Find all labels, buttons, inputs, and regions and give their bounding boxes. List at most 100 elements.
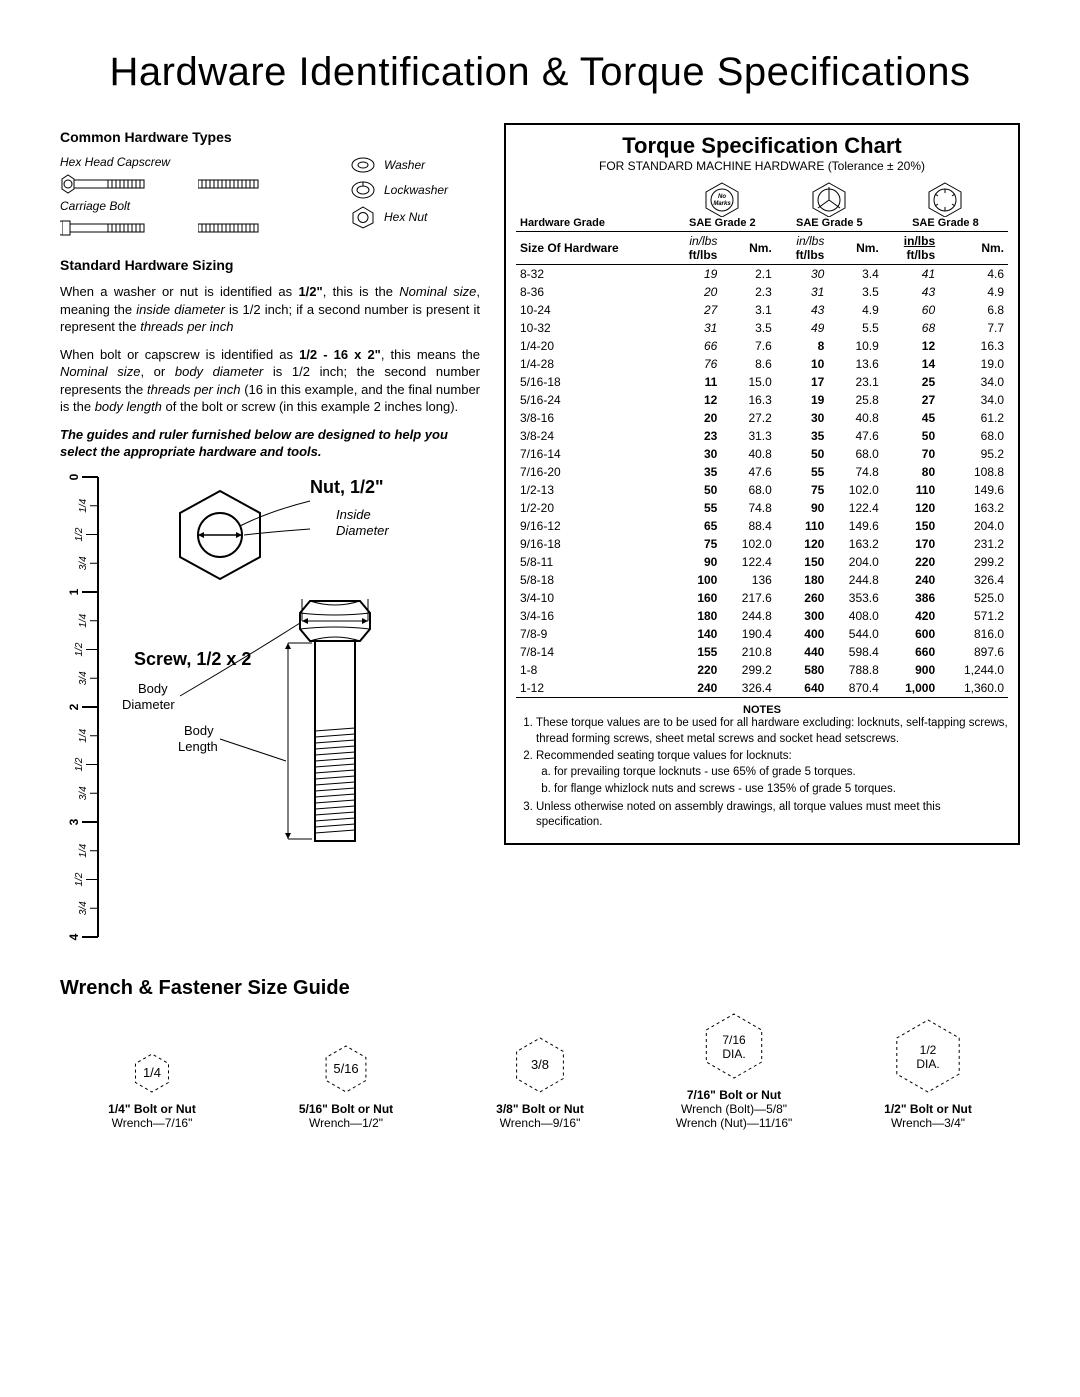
hex-capscrew-icon [60, 173, 190, 195]
torque-title: Torque Specification Chart [516, 133, 1008, 159]
sizing-para-2: When bolt or capscrew is identified as 1… [60, 346, 480, 416]
left-column: Common Hardware Types Hex Head Capscrew [60, 123, 480, 951]
table-row: 8-36202.3313.5434.9 [516, 283, 1008, 301]
hw-grade-label: Hardware Grade [516, 179, 669, 232]
wrench-item: 1/4 1/4" Bolt or Nut Wrench—7/16" [60, 1050, 244, 1130]
torque-chart-box: Torque Specification Chart FOR STANDARD … [504, 123, 1020, 845]
wrench-hex-icon: 1/2DIA. [888, 1016, 968, 1096]
sizing-heading: Standard Hardware Sizing [60, 257, 480, 273]
guide-note: The guides and ruler furnished below are… [60, 426, 480, 461]
table-row: 1/4-28768.61013.61419.0 [516, 355, 1008, 373]
grade8-hex-icon [925, 181, 965, 217]
svg-text:1/2: 1/2 [74, 872, 85, 886]
sizing-para-1: When a washer or nut is identified as 1/… [60, 283, 480, 336]
lockwasher-icon [350, 179, 376, 201]
wrench-hex-icon: 5/16 [319, 1042, 373, 1096]
table-row: 10-24273.1434.9606.8 [516, 301, 1008, 319]
table-row: 3/8-242331.33547.65068.0 [516, 427, 1008, 445]
table-row: 1-12240326.4640870.41,0001,360.0 [516, 679, 1008, 698]
hexnut-icon [350, 205, 376, 229]
table-row: 7/16-203547.65574.880108.8 [516, 463, 1008, 481]
common-hw-heading: Common Hardware Types [60, 129, 480, 145]
svg-text:3: 3 [67, 818, 81, 825]
washer-icon [350, 155, 376, 175]
wrench-hex-icon: 7/16DIA. [698, 1010, 770, 1082]
svg-text:2: 2 [67, 703, 81, 710]
table-row: 5/16-181115.01723.12534.0 [516, 373, 1008, 391]
inside-label: Inside [336, 507, 371, 522]
svg-text:3/4: 3/4 [78, 671, 89, 685]
wrench-bolt-label: 5/16" Bolt or Nut [254, 1102, 438, 1116]
right-column: Torque Specification Chart FOR STANDARD … [504, 123, 1020, 951]
table-row: 5/16-241216.31925.82734.0 [516, 391, 1008, 409]
svg-text:1/4: 1/4 [143, 1065, 161, 1080]
table-row: 1/2-135068.075102.0110149.6 [516, 481, 1008, 499]
table-row: 7/8-9140190.4400544.0600816.0 [516, 625, 1008, 643]
table-row: 9/16-126588.4110149.6150204.0 [516, 517, 1008, 535]
grade2-hex-icon: NoMarks [702, 181, 742, 217]
carriage-bolt-icon [60, 217, 190, 239]
svg-text:3/8: 3/8 [531, 1057, 549, 1072]
notes-list: These torque values are to be used for a… [516, 716, 1008, 831]
table-row: 9/16-1875102.0120163.2170231.2 [516, 535, 1008, 553]
grade5-hex-icon [809, 181, 849, 217]
svg-text:1/4: 1/4 [78, 498, 89, 512]
nut-label: Nut, 1/2" [310, 477, 384, 498]
wrench-item: 1/2DIA. 1/2" Bolt or Nut Wrench—3/4" [836, 1016, 1020, 1130]
carriage-bolt-label: Carriage Bolt [60, 199, 130, 213]
table-row: 1-8220299.2580788.89001,244.0 [516, 661, 1008, 679]
note-2b: for flange whizlock nuts and screws - us… [554, 782, 1008, 798]
svg-text:4: 4 [67, 933, 81, 940]
wrench-size-label: Wrench—3/4" [836, 1116, 1020, 1130]
sizing-diagram: 01/41/23/411/41/23/421/41/23/431/41/23/4… [60, 471, 480, 951]
svg-text:3/4: 3/4 [78, 901, 89, 915]
grade5-label: SAE Grade 5 [796, 217, 863, 229]
table-row: 10-32313.5495.5687.7 [516, 319, 1008, 337]
svg-text:5/16: 5/16 [333, 1061, 358, 1076]
wrench-hex-icon: 3/8 [509, 1034, 571, 1096]
svg-text:1/4: 1/4 [78, 728, 89, 742]
svg-text:DIA.: DIA. [916, 1057, 939, 1071]
note-3: Unless otherwise noted on assembly drawi… [536, 800, 1008, 831]
note-2: Recommended seating torque values for lo… [536, 749, 1008, 798]
table-row: 5/8-1190122.4150204.0220299.2 [516, 553, 1008, 571]
body-dia-label-1: Body [138, 681, 168, 696]
table-row: 1/4-20667.6810.91216.3 [516, 337, 1008, 355]
table-row: 3/4-16180244.8300408.0420571.2 [516, 607, 1008, 625]
wrench-guide: Wrench & Fastener Size Guide 1/4 1/4" Bo… [60, 977, 1020, 1130]
hex-capscrew-label: Hex Head Capscrew [60, 155, 170, 169]
table-row: 8-32192.1303.4414.6 [516, 265, 1008, 284]
table-row: 1/2-205574.890122.4120163.2 [516, 499, 1008, 517]
wrench-size-label: Wrench—7/16" [60, 1116, 244, 1130]
notes-title: NOTES [516, 704, 1008, 716]
note-1: These torque values are to be used for a… [536, 716, 1008, 747]
wrench-title: Wrench & Fastener Size Guide [60, 977, 1020, 1000]
wrench-size-label: Wrench—1/2" [254, 1116, 438, 1130]
table-row: 5/8-18100136180244.8240326.4 [516, 571, 1008, 589]
page-title: Hardware Identification & Torque Specifi… [60, 50, 1020, 95]
body-dia-label-2: Diameter [122, 697, 175, 712]
wrench-item: 5/16 5/16" Bolt or Nut Wrench—1/2" [254, 1042, 438, 1130]
washer-label: Washer [384, 158, 425, 172]
svg-text:7/16: 7/16 [722, 1033, 746, 1047]
wrench-bolt-label: 1/4" Bolt or Nut [60, 1102, 244, 1116]
screw-label: Screw, 1/2 x 2 [134, 649, 251, 670]
hex-capscrew-icon-2 [198, 173, 268, 195]
svg-text:1/4: 1/4 [78, 843, 89, 857]
svg-text:1/2: 1/2 [74, 527, 85, 541]
svg-text:1/4: 1/4 [78, 613, 89, 627]
svg-text:1: 1 [67, 588, 81, 595]
wrench-bolt-label: 3/8" Bolt or Nut [448, 1102, 632, 1116]
lockwasher-label: Lockwasher [384, 183, 448, 197]
sizeof-label: Size Of Hardware [516, 232, 669, 265]
svg-text:1/2: 1/2 [74, 757, 85, 771]
grade2-label: SAE Grade 2 [689, 217, 756, 229]
hexnut-label: Hex Nut [384, 210, 427, 224]
carriage-bolt-icon-2 [198, 217, 268, 239]
svg-text:3/4: 3/4 [78, 556, 89, 570]
wrench-bolt-label: 1/2" Bolt or Nut [836, 1102, 1020, 1116]
svg-text:3/4: 3/4 [78, 786, 89, 800]
wrench-hex-icon: 1/4 [129, 1050, 175, 1096]
torque-table: Hardware Grade NoMarks SAE Grade 2 SAE G… [516, 179, 1008, 698]
wrench-size-label-2: Wrench (Nut)—11/16" [642, 1116, 826, 1130]
